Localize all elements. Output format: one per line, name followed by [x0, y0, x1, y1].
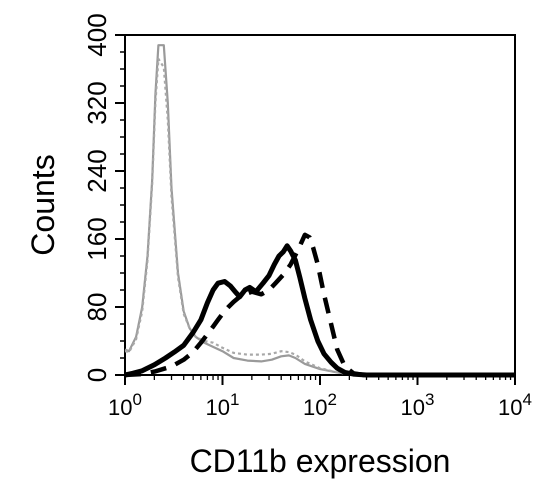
series-line-gray-dotted — [124, 57, 515, 377]
x-tick-label: 102 — [303, 390, 337, 420]
series-layer — [124, 44, 515, 378]
plot-area — [124, 34, 516, 376]
x-tick-label: 103 — [401, 390, 435, 420]
x-tick-label: 101 — [206, 390, 240, 420]
x-tick-label: 104 — [498, 390, 532, 420]
series-line-black-dashed — [124, 232, 515, 378]
y-tick-label: 0 — [82, 368, 112, 382]
y-tick-label: 160 — [82, 217, 112, 260]
labels-layer: CD11b expression Counts — [25, 154, 450, 479]
axes-layer: 0 80 160 240 320 400 100 101 102 103 104 — [82, 13, 532, 420]
series-line-gray-solid — [124, 44, 515, 377]
y-tick-label: 320 — [82, 81, 112, 124]
series-line-black-solid — [124, 243, 515, 378]
plot-frame — [124, 34, 516, 376]
y-tick-label: 80 — [82, 293, 112, 322]
x-tick-label: 100 — [108, 390, 142, 420]
x-axis-label: CD11b expression — [190, 443, 451, 479]
y-axis-label: Counts — [25, 154, 61, 255]
y-tick-label: 240 — [82, 149, 112, 192]
y-tick-label: 400 — [82, 13, 112, 56]
